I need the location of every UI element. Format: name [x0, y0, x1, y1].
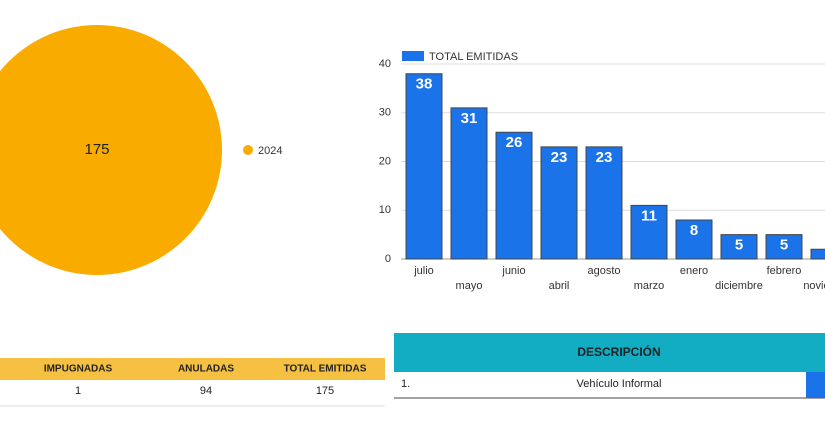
bar-value-label: 26 — [506, 134, 523, 151]
legend-swatch — [243, 145, 253, 155]
pie-slice — [0, 25, 222, 275]
bar-value-label: 8 — [690, 222, 698, 239]
x-tick-label: diciembre — [715, 280, 763, 292]
summary-cell: 175 — [316, 385, 334, 397]
bar — [451, 108, 487, 259]
summary-column-header: IMPUGNADAS — [44, 364, 113, 375]
bar-value-label: 5 — [780, 237, 788, 254]
summary-cell: 94 — [200, 385, 212, 397]
legend-label: TOTAL EMITIDAS — [429, 51, 518, 63]
bar-value-label: 11 — [641, 207, 657, 224]
bar — [406, 74, 442, 259]
description-bar-cell — [806, 372, 825, 398]
summary-column-header: TOTAL EMITIDAS — [284, 364, 367, 375]
x-tick-label: agosto — [587, 265, 620, 277]
bar-value-label: 38 — [416, 76, 433, 93]
x-tick-label: mayo — [456, 280, 483, 292]
bar — [811, 249, 825, 259]
x-tick-label: julio — [413, 265, 434, 277]
y-tick-label: 40 — [379, 58, 391, 70]
description-index: 1. — [401, 378, 410, 390]
y-tick-label: 20 — [379, 155, 391, 167]
bar-value-label: 23 — [551, 149, 568, 166]
x-tick-label: enero — [680, 265, 708, 277]
x-tick-label: junio — [501, 265, 525, 277]
summary-cell: 1 — [75, 385, 81, 397]
bar — [496, 132, 532, 259]
legend-label: 2024 — [258, 145, 282, 157]
description-column-header: DESCRIPCIÓN — [577, 344, 660, 359]
y-tick-label: 0 — [385, 253, 391, 265]
pie-value-label: 175 — [84, 141, 109, 158]
description-cell: Vehículo Informal — [577, 378, 662, 390]
x-tick-label: noviembre — [803, 280, 825, 292]
y-tick-label: 10 — [379, 204, 391, 216]
summary-column-header: ANULADAS — [178, 364, 234, 375]
x-tick-label: abril — [549, 280, 570, 292]
y-tick-label: 30 — [379, 107, 391, 119]
x-tick-label: febrero — [767, 265, 802, 277]
bar-value-label: 23 — [596, 149, 613, 166]
bar-value-label: 31 — [461, 110, 478, 127]
x-tick-label: marzo — [634, 280, 665, 292]
bar-value-label: 5 — [735, 237, 743, 254]
legend-swatch — [402, 51, 424, 61]
